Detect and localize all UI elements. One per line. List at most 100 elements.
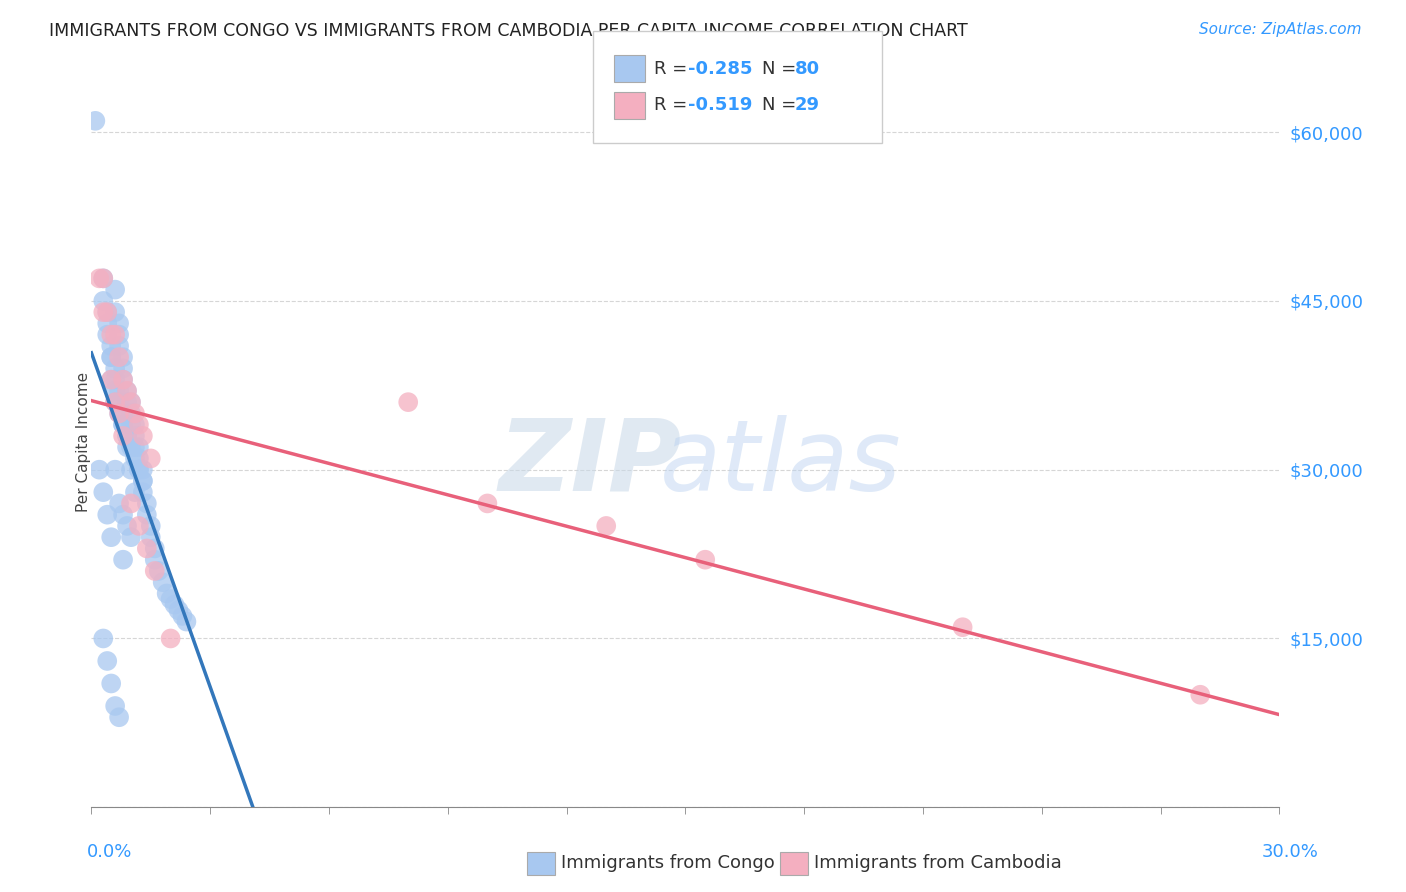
Point [124, 429, 146, 443]
Point [115, 519, 138, 533]
Point [128, 463, 150, 477]
Point [132, 429, 155, 443]
Text: 30.0%: 30.0% [1263, 843, 1319, 861]
Point [100, 676, 122, 690]
Point [115, 440, 138, 454]
Point [135, 508, 157, 522]
Point [112, 361, 135, 376]
Point [120, 496, 142, 510]
Point [120, 406, 142, 420]
Point [143, 541, 166, 556]
Point [167, 603, 190, 617]
Point [952, 620, 974, 634]
Point [595, 519, 617, 533]
Point [128, 463, 150, 477]
Point [108, 350, 131, 364]
Point [91, 293, 114, 308]
Point [128, 451, 150, 466]
Point [89, 463, 111, 477]
Point [695, 552, 717, 566]
Point [135, 541, 157, 556]
Text: 80: 80 [794, 60, 820, 78]
Point [104, 361, 127, 376]
Point [124, 406, 146, 420]
Point [100, 350, 122, 364]
Text: R =: R = [654, 96, 693, 114]
Point [96, 327, 118, 342]
Point [128, 440, 150, 454]
Point [115, 395, 138, 409]
Point [104, 384, 127, 398]
Point [124, 485, 146, 500]
Point [120, 417, 142, 432]
Point [112, 429, 135, 443]
Point [104, 305, 127, 319]
Point [132, 485, 155, 500]
Point [120, 463, 142, 477]
Point [477, 496, 499, 510]
Point [108, 710, 131, 724]
Point [91, 271, 114, 285]
Point [108, 496, 131, 510]
Point [100, 530, 122, 544]
Point [112, 508, 135, 522]
Point [143, 564, 166, 578]
Point [104, 327, 127, 342]
Point [115, 384, 138, 398]
Point [115, 429, 138, 443]
Point [100, 373, 122, 387]
Point [139, 519, 162, 533]
Point [1189, 688, 1212, 702]
Point [152, 575, 174, 590]
Point [112, 406, 135, 420]
Point [132, 474, 155, 488]
Point [100, 373, 122, 387]
Text: N =: N = [762, 96, 801, 114]
Point [89, 271, 111, 285]
Point [91, 632, 114, 646]
Point [108, 395, 131, 409]
Point [120, 395, 142, 409]
Point [128, 417, 150, 432]
Point [120, 530, 142, 544]
Point [159, 632, 181, 646]
Point [396, 395, 419, 409]
Point [132, 463, 155, 477]
Text: N =: N = [762, 60, 801, 78]
Point [91, 305, 114, 319]
Point [120, 395, 142, 409]
Point [84, 113, 107, 128]
Text: 29: 29 [794, 96, 820, 114]
Point [124, 451, 146, 466]
Point [108, 406, 131, 420]
Point [128, 519, 150, 533]
Point [108, 339, 131, 353]
Text: 0.0%: 0.0% [87, 843, 132, 861]
Point [100, 350, 122, 364]
Point [159, 592, 181, 607]
Point [108, 317, 131, 331]
Text: atlas: atlas [659, 415, 901, 512]
Point [112, 373, 135, 387]
Point [172, 609, 194, 624]
Point [115, 429, 138, 443]
Point [156, 586, 179, 600]
Point [91, 485, 114, 500]
Point [112, 373, 135, 387]
Point [124, 440, 146, 454]
Point [112, 417, 135, 432]
Point [96, 317, 118, 331]
Point [104, 698, 127, 713]
Text: ZIP: ZIP [499, 415, 682, 512]
Text: Immigrants from Congo: Immigrants from Congo [561, 855, 775, 872]
Point [135, 496, 157, 510]
Text: Immigrants from Cambodia: Immigrants from Cambodia [814, 855, 1062, 872]
Point [104, 463, 127, 477]
Text: -0.519: -0.519 [688, 96, 752, 114]
Point [139, 451, 162, 466]
Point [100, 339, 122, 353]
Text: -0.285: -0.285 [688, 60, 752, 78]
Point [104, 373, 127, 387]
Point [112, 417, 135, 432]
Point [115, 384, 138, 398]
